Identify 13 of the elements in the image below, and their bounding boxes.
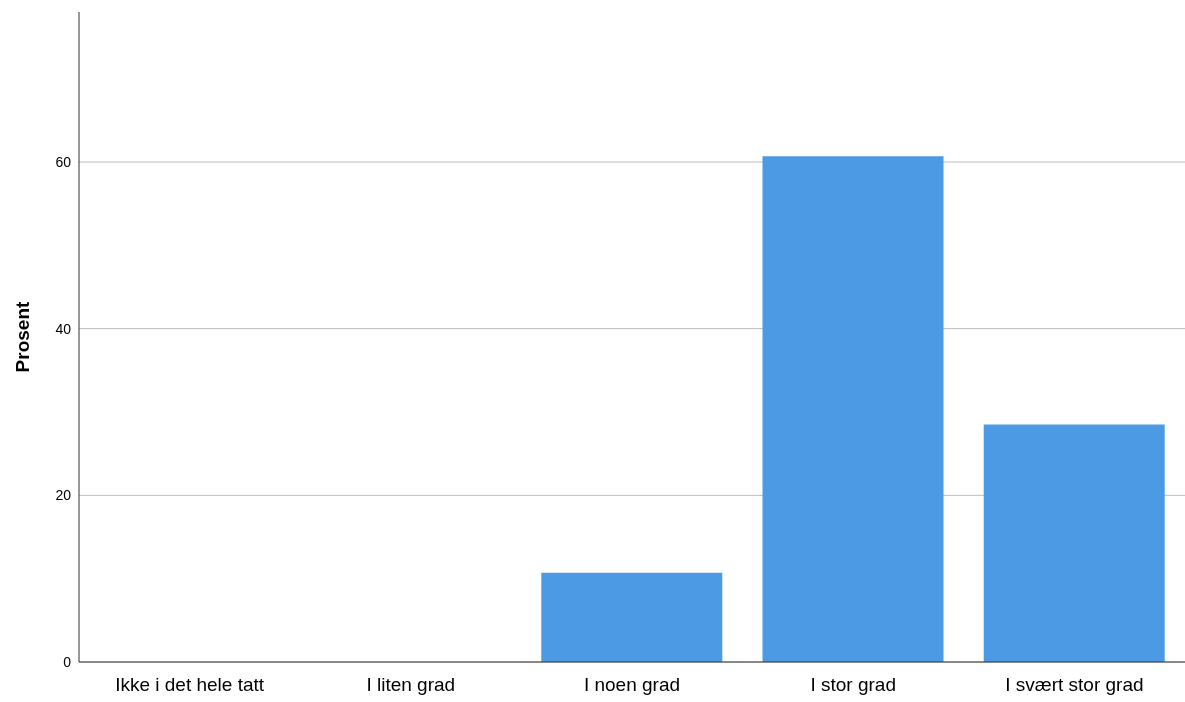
x-tick-label: I noen grad bbox=[583, 674, 681, 696]
y-tick-label: 60 bbox=[55, 153, 72, 170]
x-tick-label: Ikke i det hele tatt bbox=[115, 674, 265, 696]
bar bbox=[762, 156, 944, 662]
y-tick-label: 20 bbox=[55, 487, 72, 504]
x-tick-label: I liten grad bbox=[366, 674, 456, 696]
x-tick-label: I svært stor grad bbox=[1005, 674, 1144, 696]
y-tick-label: 0 bbox=[63, 653, 72, 670]
x-tick-label: I stor grad bbox=[810, 674, 896, 696]
y-tick-label: 40 bbox=[55, 320, 72, 337]
bar bbox=[541, 572, 723, 662]
y-axis-title: Prosent bbox=[11, 300, 33, 373]
bar bbox=[983, 424, 1165, 662]
